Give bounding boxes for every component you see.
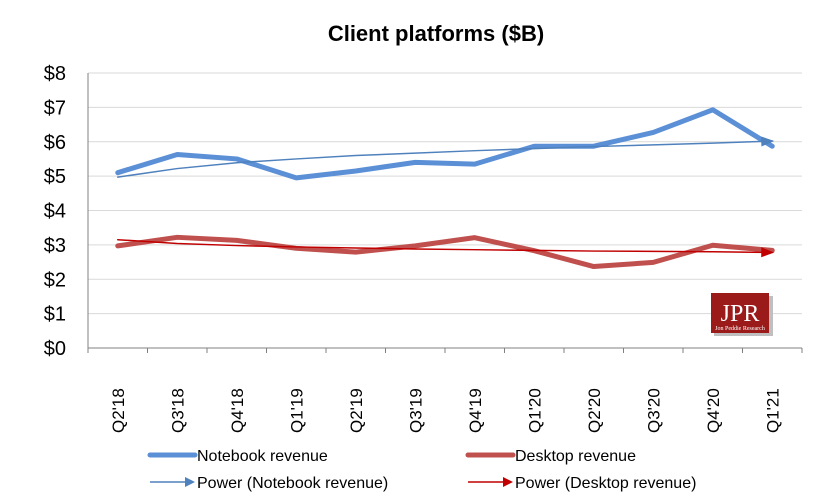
y-tick-label: $1	[44, 304, 66, 326]
jpr-logo-shadow-bottom	[714, 333, 773, 336]
legend-item-power-desktop: Power (Desktop revenue)	[468, 475, 696, 492]
jpr-logo-text: JPR	[721, 301, 760, 327]
trendline-series-2	[117, 140, 773, 178]
legend-label-desktop: Desktop revenue	[515, 448, 636, 465]
y-tick-label: $8	[44, 63, 66, 85]
y-tick-label: $2	[44, 269, 66, 291]
trendline-arrowhead-3	[761, 247, 775, 258]
x-tick-label: Q1'21	[763, 388, 782, 433]
y-tick-label: $4	[44, 201, 66, 223]
y-tick-label: $7	[44, 97, 66, 119]
x-tick-label: Q1'19	[287, 388, 306, 433]
y-tick-label: $5	[44, 166, 66, 188]
x-axis-ticks: Q2'18 Q3'18 Q4'18 Q1'19 Q2'19 Q3'19 Q4'19 Q1'20…	[87, 348, 803, 433]
y-tick-label: $6	[44, 132, 66, 154]
legend-label-power-notebook: Power (Notebook revenue)	[197, 475, 388, 492]
x-tick-label: Q3'20	[644, 388, 663, 433]
x-tick-label: Q2'20	[585, 388, 604, 433]
legend: Notebook revenue Desktop revenue Power (…	[147, 448, 696, 492]
x-tick-label: Q2'18	[109, 388, 128, 433]
line-series-1	[115, 234, 775, 270]
jpr-logo: JPR Jon Peddie Research	[711, 293, 773, 336]
trendline-arrowhead-2	[761, 136, 775, 147]
legend-label-notebook: Notebook revenue	[197, 448, 328, 465]
legend-arrow-power-desktop	[503, 477, 513, 487]
x-tick-label: Q2'19	[347, 388, 366, 433]
jpr-logo-subtext: Jon Peddie Research	[715, 326, 765, 332]
y-tick-label: $0	[44, 338, 66, 360]
y-axis-ticks: $0 $1 $2 $3 $4 $5 $6 $7 $8	[44, 63, 66, 360]
x-tick-label: Q1'20	[525, 388, 544, 433]
trendline-series-3	[117, 238, 773, 254]
x-tick-label: Q3'19	[406, 388, 425, 433]
legend-item-desktop: Desktop revenue	[465, 448, 636, 465]
x-tick-label: Q4'20	[704, 388, 723, 433]
y-tick-label: $3	[44, 235, 66, 257]
x-tick-label: Q4'18	[228, 388, 247, 433]
legend-item-notebook: Notebook revenue	[147, 448, 328, 465]
line-series-0	[115, 107, 775, 181]
x-tick-label: Q4'19	[466, 388, 485, 433]
series-lines	[115, 107, 775, 270]
jpr-logo-shadow	[769, 296, 773, 336]
legend-label-power-desktop: Power (Desktop revenue)	[515, 475, 696, 492]
chart-title: Client platforms ($B)	[328, 21, 544, 46]
legend-item-power-notebook: Power (Notebook revenue)	[150, 475, 388, 492]
x-tick-label: Q3'18	[168, 388, 187, 433]
legend-arrow-power-notebook	[185, 477, 195, 487]
jpr-logo-background	[711, 293, 769, 333]
